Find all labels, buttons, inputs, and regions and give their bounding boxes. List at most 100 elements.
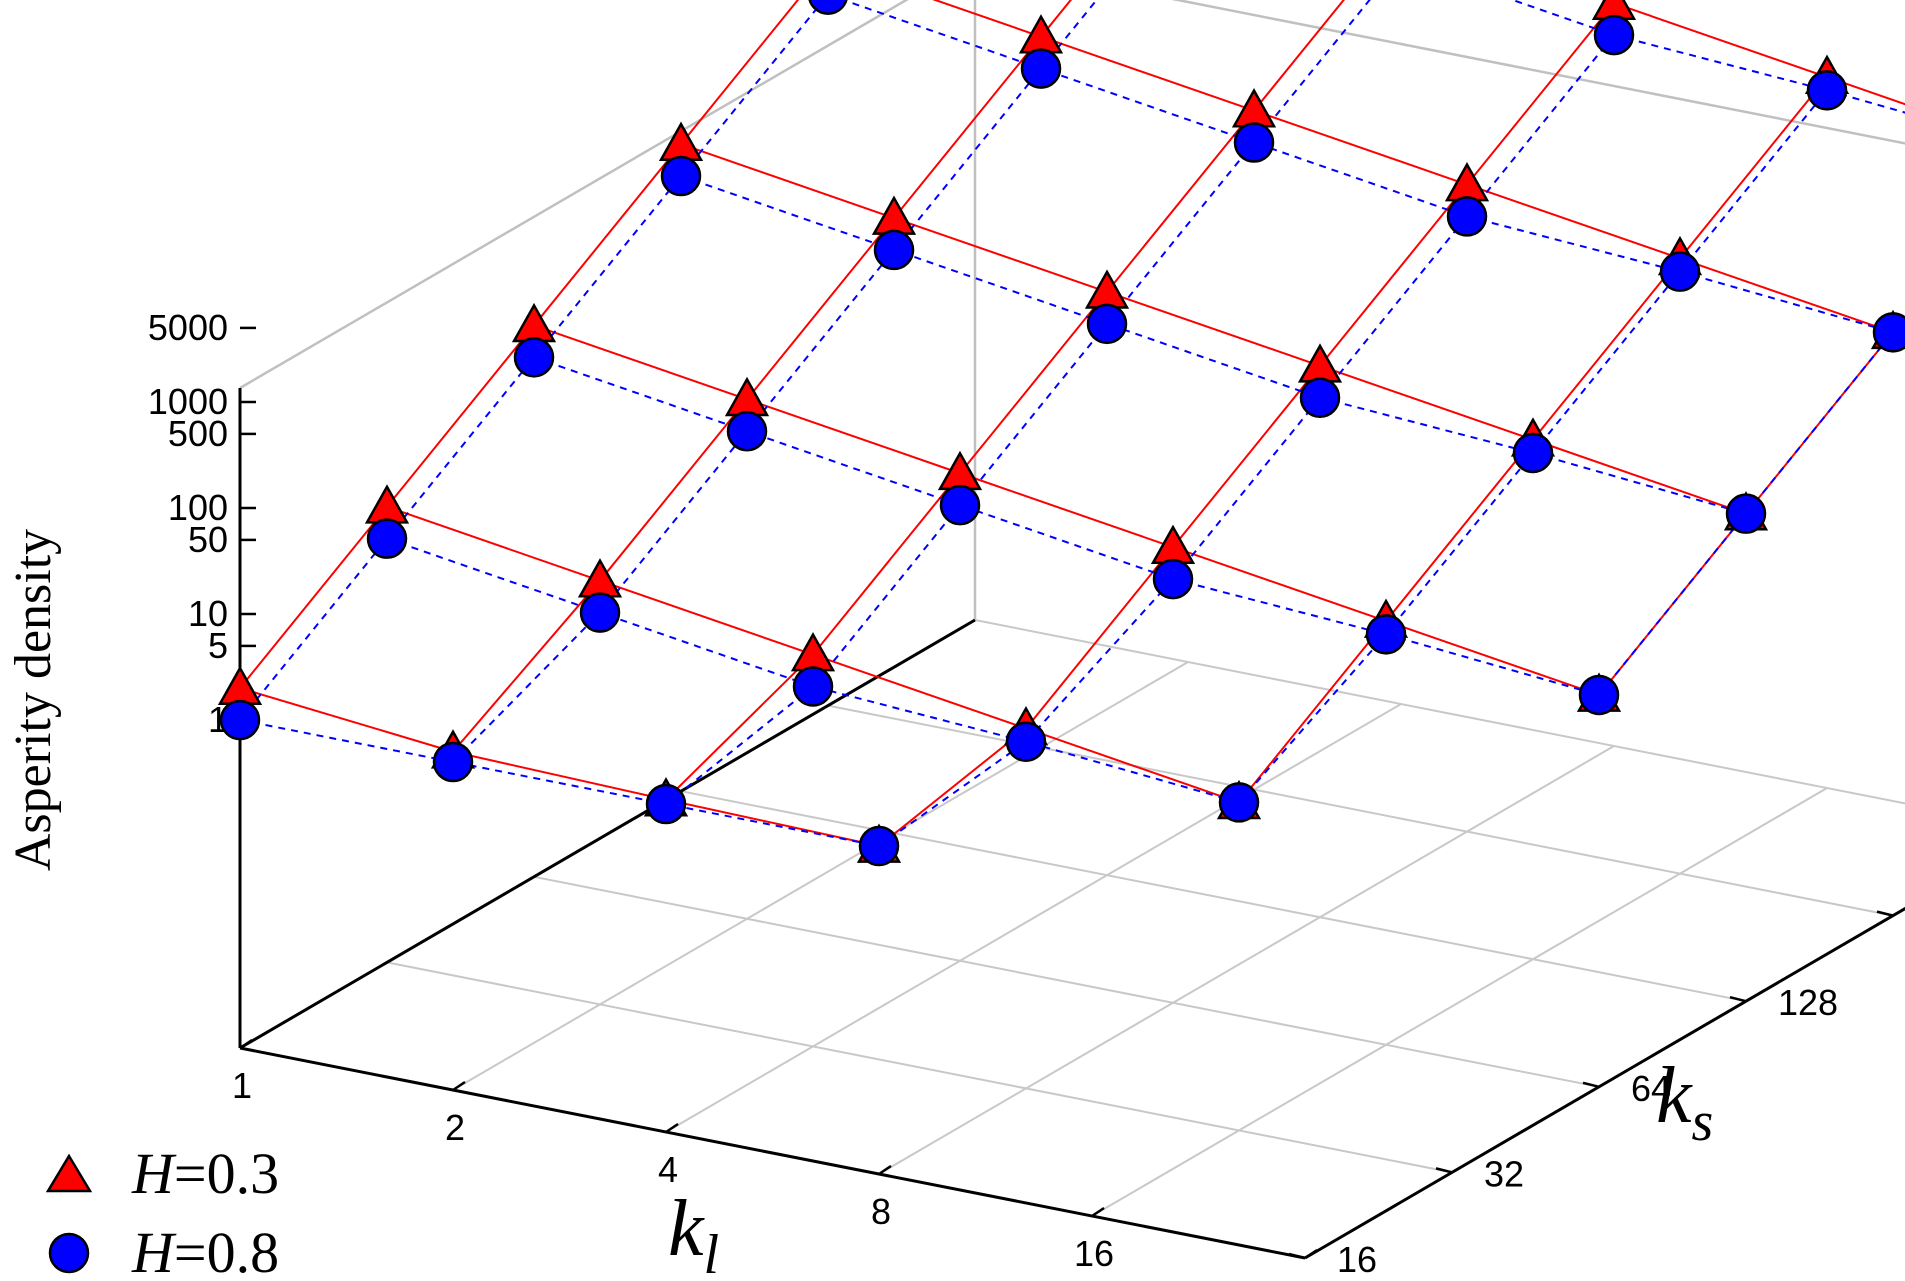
- circle-marker-kl8-ks64: [1152, 558, 1194, 600]
- x-tick-mark-16: [1091, 1206, 1105, 1218]
- series-0-line-ks-16: [239, 687, 880, 847]
- series-1-line-ks-64: [533, 356, 1600, 696]
- circle-marker-kl1-ks256: [808, 0, 848, 15]
- grid-line-kl-4: [665, 703, 1402, 1133]
- circle-marker-kl2-ks32: [579, 592, 621, 633]
- y-axis-line: [1304, 906, 1905, 1260]
- x-tick-label-4: 4: [658, 1149, 678, 1190]
- x-axis-title-sub: l: [704, 1224, 720, 1281]
- x-tick-mark-32: [1304, 1248, 1318, 1260]
- circle-marker-kl2-ks16: [432, 741, 474, 783]
- series-0-line-ks-512: [1601, 0, 1905, 106]
- y-tick-mark-256: [1876, 910, 1894, 917]
- series-0-line-kl-1: [239, 0, 800, 689]
- x-tick-label-16: 16: [1074, 1233, 1114, 1274]
- y-axis-title-main: k: [1656, 1052, 1693, 1140]
- circle-marker-kl4-ks32: [792, 666, 834, 707]
- grid-line-kl-2: [452, 661, 1189, 1091]
- circle-marker-kl16-ks32: [1218, 782, 1260, 823]
- series-1-line-ks-16: [239, 719, 880, 847]
- triangle-marker-kl1-ks32: [364, 484, 410, 524]
- circle-marker-kl32-ks256: [1872, 312, 1905, 353]
- triangle-marker-kl4-ks128: [1084, 269, 1130, 309]
- x-axis-title-main: k: [668, 1185, 705, 1273]
- triangle-marker-kl1-ks16: [217, 665, 263, 705]
- y-axis-title: ks: [1656, 1052, 1713, 1153]
- grid-line-ks-512: [974, 619, 1905, 805]
- circle-marker-kl16-ks64: [1365, 614, 1407, 655]
- y-tick-label-64: 64: [1631, 1068, 1671, 1109]
- series-0-line-ks-256: [932, 0, 1894, 334]
- z-tick-label-50: 50: [188, 519, 228, 560]
- series-0-line-kl-4: [665, 0, 1345, 801]
- grid-line-kl-8: [878, 745, 1615, 1175]
- y-axis-title-sub: s: [1692, 1091, 1714, 1153]
- circle-marker-kl16-ks256: [1659, 251, 1701, 292]
- series-lines: [239, 0, 1905, 847]
- series-1-line-ks-256: [840, 0, 1894, 334]
- legend-circle-marker: [48, 1232, 90, 1274]
- triangle-marker-kl8-ks256: [1444, 161, 1490, 202]
- x-tick-mark-8: [878, 1164, 892, 1176]
- series-1-line-ks-32: [386, 537, 1240, 804]
- circle-marker-kl8-ks512: [1593, 14, 1635, 56]
- z-tick-label-5000: 5000: [148, 307, 228, 348]
- y-tick-label-32: 32: [1484, 1153, 1524, 1194]
- z-tick-label-100: 100: [168, 487, 228, 528]
- triangle-marker-kl2-ks256: [1018, 14, 1064, 54]
- z-tick-label-10: 10: [188, 593, 228, 634]
- circle-marker-kl2-ks64: [726, 411, 768, 452]
- x-axis-line: [239, 1046, 1306, 1260]
- circle-marker-kl2-ks128: [873, 229, 915, 271]
- series-1-line-ks-128: [680, 175, 1747, 515]
- x-tick-mark-2: [452, 1080, 466, 1092]
- x-tick-mark-4: [665, 1122, 679, 1134]
- floor-grid: [239, 619, 1905, 1259]
- circle-marker-kl8-ks128: [1299, 377, 1341, 418]
- series-0-line-ks-64: [533, 324, 1600, 696]
- circle-marker-kl1-ks128: [660, 155, 702, 197]
- y-tick-label-128: 128: [1778, 982, 1838, 1023]
- circle-marker-kl4-ks64: [939, 484, 981, 526]
- circle-marker-kl1-ks64: [513, 337, 555, 378]
- z-axis-title: Asperity density: [5, 529, 62, 871]
- x-tick-label-8: 8: [871, 1191, 891, 1232]
- triangle-marker-kl8-ks128: [1297, 343, 1343, 383]
- circle-marker-kl8-ks256: [1446, 196, 1488, 237]
- circle-marker-kl4-ks128: [1086, 303, 1128, 345]
- box-edge-0: [239, 0, 909, 390]
- legend-label-h08: H=0.8: [131, 1220, 279, 1281]
- grid-line-ks-64: [533, 875, 1600, 1088]
- circle-marker-kl4-ks256: [1233, 122, 1275, 163]
- circle-marker-kl4-ks16: [645, 783, 687, 825]
- circle-marker-kl8-ks16: [858, 825, 900, 867]
- z-tick-label-1000: 1000: [148, 381, 228, 422]
- circle-marker-kl16-ks128: [1512, 432, 1554, 474]
- series-1-line-ks-512: [1509, 0, 1905, 114]
- circle-marker-kl1-ks16: [219, 699, 261, 741]
- floor-back-axis-line: [239, 618, 976, 1050]
- circle-marker-kl32-ks128: [1725, 493, 1767, 534]
- plot-box: [238, 0, 1905, 1048]
- grid-line-kl-16: [1091, 787, 1828, 1217]
- legend-item-h03: H=0.3: [45, 1141, 279, 1206]
- series-markers: [217, 0, 1905, 867]
- y-tick-mark-64: [1582, 1081, 1600, 1089]
- series-0-line-kl-32: [1598, 315, 1905, 696]
- circle-marker-kl1-ks32: [366, 518, 408, 559]
- triangle-marker-kl1-ks64: [511, 302, 557, 343]
- legend: H=0.3 H=0.8: [45, 1141, 279, 1281]
- series-1-line-kl-2: [452, 0, 1098, 763]
- triangle-marker-kl2-ks32: [577, 558, 623, 598]
- triangle-marker-kl4-ks32: [790, 632, 836, 672]
- x-tick-label-2: 2: [445, 1107, 465, 1148]
- legend-label-h03: H=0.3: [131, 1141, 279, 1206]
- circle-marker-kl2-ks256: [1020, 48, 1062, 89]
- triangle-marker-kl4-ks256: [1231, 88, 1277, 128]
- triangle-marker-kl2-ks64: [724, 376, 770, 417]
- z-tick-label-5: 5: [208, 625, 228, 666]
- triangle-marker-kl1-ks128: [658, 121, 704, 161]
- x-tick-label-32: 32: [1287, 1275, 1327, 1281]
- box-edge-1: [1171, 0, 1905, 145]
